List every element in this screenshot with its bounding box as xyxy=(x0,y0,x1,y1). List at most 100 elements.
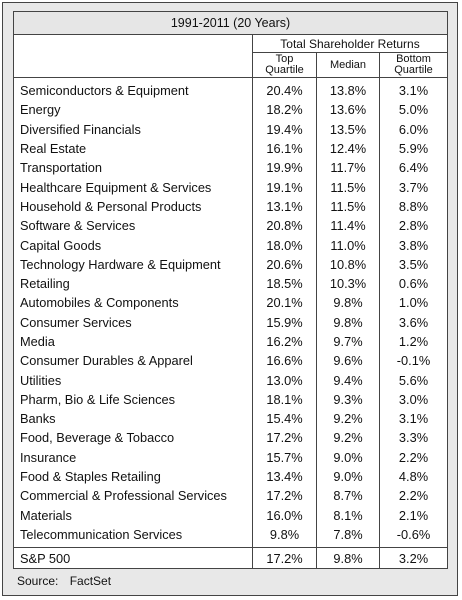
cell-median: 8.1% xyxy=(316,505,380,525)
cell-bottom-quartile: 3.8% xyxy=(379,235,448,255)
returns-table: 1991-2011 (20 Years) Total Shareholder R… xyxy=(13,11,448,570)
cell-top-quartile: 20.8% xyxy=(252,216,317,236)
cell-bottom-quartile: 4.8% xyxy=(379,466,448,487)
table-row: Food, Beverage & Tobacco 17.2% 9.2% 3.3% xyxy=(13,428,448,448)
table-row: Consumer Durables & Apparel 16.6% 9.6% -0.1… xyxy=(13,351,448,371)
cell-top-quartile: 17.2% xyxy=(252,486,317,506)
cell-bottom-quartile: 6.4% xyxy=(379,158,448,178)
table-row: Pharm, Bio & Life Sciences 18.1% 9.3% 3.0% xyxy=(13,389,448,410)
row-name: S&P 500 xyxy=(13,547,253,570)
table-row: Healthcare Equipment & Services 19.1% 11.5… xyxy=(13,177,448,197)
cell-bottom-quartile: 2.8% xyxy=(379,216,448,236)
cell-bottom-quartile: 2.2% xyxy=(379,447,448,467)
row-name: Energy xyxy=(13,100,253,120)
cell-median: 9.8% xyxy=(316,547,380,570)
cell-bottom-quartile: 6.0% xyxy=(379,119,448,139)
cell-bottom-quartile: 3.5% xyxy=(379,254,448,274)
table-row: Semiconductors & Equipment 20.4% 13.8% 3.1% xyxy=(13,77,448,101)
cell-median: 13.5% xyxy=(316,119,380,139)
cell-top-quartile: 15.9% xyxy=(252,312,317,332)
cell-top-quartile: 18.1% xyxy=(252,389,317,410)
cell-median: 9.7% xyxy=(316,331,380,352)
cell-top-quartile: 16.2% xyxy=(252,331,317,352)
row-name: Consumer Services xyxy=(13,312,253,332)
row-name: Software & Services xyxy=(13,216,253,236)
cell-top-quartile: 13.4% xyxy=(252,466,317,487)
column-header-top-quartile: Top Quartile xyxy=(252,52,317,78)
table-row: Media 16.2% 9.7% 1.2% xyxy=(13,331,448,352)
table-row-total: S&P 500 17.2% 9.8% 3.2% xyxy=(13,547,448,570)
cell-bottom-quartile: 3.1% xyxy=(379,409,448,429)
cell-bottom-quartile: 3.1% xyxy=(379,77,448,101)
table-row: Telecommunication Services 9.8% 7.8% -0.6% xyxy=(13,524,448,548)
table-row: Commercial & Professional Services 17.2% 8… xyxy=(13,486,448,506)
row-name: Capital Goods xyxy=(13,235,253,255)
row-name: Banks xyxy=(13,409,253,429)
column-header-line: Median xyxy=(329,58,367,71)
cell-top-quartile: 16.0% xyxy=(252,505,317,525)
row-name: Pharm, Bio & Life Sciences xyxy=(13,389,253,410)
cell-bottom-quartile: 3.0% xyxy=(379,389,448,410)
column-header-line: Quartile xyxy=(394,64,433,76)
cell-top-quartile: 18.0% xyxy=(252,235,317,255)
row-name: Commercial & Professional Services xyxy=(13,486,253,506)
cell-median: 9.3% xyxy=(316,389,380,410)
cell-top-quartile: 16.6% xyxy=(252,351,317,371)
cell-top-quartile: 15.7% xyxy=(252,447,317,467)
cell-median: 7.8% xyxy=(316,524,380,548)
cell-bottom-quartile: 3.2% xyxy=(379,547,448,570)
cell-median: 11.0% xyxy=(316,235,380,255)
name-column-header xyxy=(13,34,253,78)
cell-top-quartile: 13.0% xyxy=(252,370,317,390)
cell-top-quartile: 13.1% xyxy=(252,196,317,217)
row-name: Telecommunication Services xyxy=(13,524,253,548)
column-header-line: Bottom xyxy=(396,53,431,65)
row-name: Food, Beverage & Tobacco xyxy=(13,428,253,448)
table-row: Transportation 19.9% 11.7% 6.4% xyxy=(13,158,448,178)
table-row: Insurance 15.7% 9.0% 2.2% xyxy=(13,447,448,467)
cell-bottom-quartile: 5.0% xyxy=(379,100,448,120)
cell-top-quartile: 17.2% xyxy=(252,428,317,448)
cell-bottom-quartile: 5.9% xyxy=(379,138,448,159)
cell-bottom-quartile: 3.6% xyxy=(379,312,448,332)
cell-median: 10.3% xyxy=(316,273,380,294)
row-name: Diversified Financials xyxy=(13,119,253,139)
source-label: Source: xyxy=(17,574,59,588)
row-name: Technology Hardware & Equipment xyxy=(13,254,253,274)
cell-bottom-quartile: 2.1% xyxy=(379,505,448,525)
figure-frame: 1991-2011 (20 Years) Total Shareholder R… xyxy=(2,2,458,596)
row-name: Household & Personal Products xyxy=(13,196,253,217)
row-name: Transportation xyxy=(13,158,253,178)
cell-median: 9.2% xyxy=(316,428,380,448)
cell-bottom-quartile: 0.6% xyxy=(379,273,448,294)
cell-top-quartile: 20.1% xyxy=(252,293,317,313)
cell-median: 9.0% xyxy=(316,447,380,467)
column-header-line: Quartile xyxy=(265,64,304,76)
table-row: Real Estate 16.1% 12.4% 5.9% xyxy=(13,138,448,159)
row-name: Real Estate xyxy=(13,138,253,159)
cell-bottom-quartile: -0.1% xyxy=(379,351,448,371)
cell-median: 11.5% xyxy=(316,196,380,217)
row-name: Consumer Durables & Apparel xyxy=(13,351,253,371)
cell-bottom-quartile: 5.6% xyxy=(379,370,448,390)
row-name: Semiconductors & Equipment xyxy=(13,77,253,101)
cell-median: 9.8% xyxy=(316,293,380,313)
cell-median: 13.6% xyxy=(316,100,380,120)
group-header: Total Shareholder Returns xyxy=(252,34,448,53)
table-body: Semiconductors & Equipment 20.4% 13.8% 3.1%… xyxy=(13,77,448,548)
cell-median: 11.5% xyxy=(316,177,380,197)
cell-bottom-quartile: 2.2% xyxy=(379,486,448,506)
cell-median: 9.2% xyxy=(316,409,380,429)
cell-bottom-quartile: 3.7% xyxy=(379,177,448,197)
source-note: Source: FactSet xyxy=(17,574,111,588)
cell-median: 11.4% xyxy=(316,216,380,236)
cell-top-quartile: 19.1% xyxy=(252,177,317,197)
cell-median: 9.8% xyxy=(316,312,380,332)
cell-top-quartile: 19.4% xyxy=(252,119,317,139)
cell-top-quartile: 16.1% xyxy=(252,138,317,159)
cell-top-quartile: 18.2% xyxy=(252,100,317,120)
cell-bottom-quartile: 1.0% xyxy=(379,293,448,313)
cell-median: 12.4% xyxy=(316,138,380,159)
row-name: Materials xyxy=(13,505,253,525)
cell-median: 13.8% xyxy=(316,77,380,101)
